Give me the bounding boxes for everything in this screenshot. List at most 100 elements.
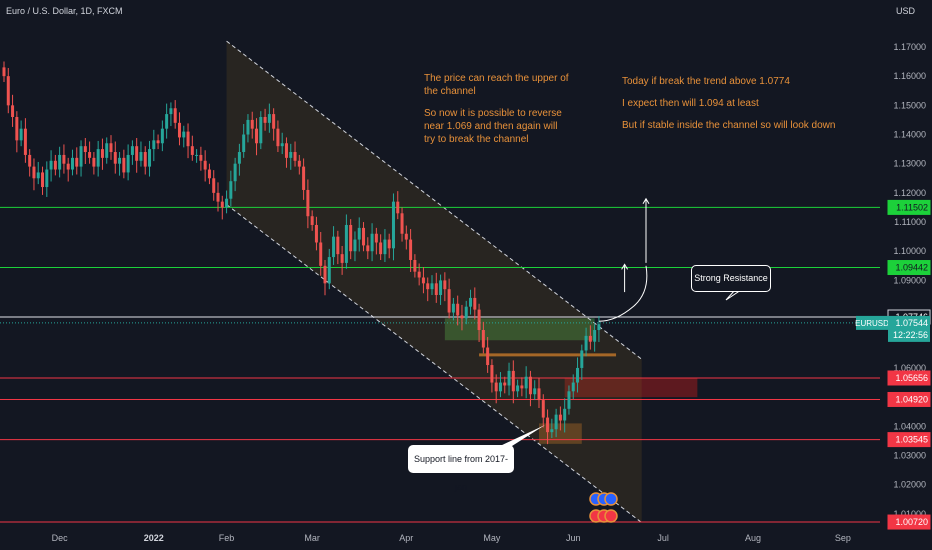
candle — [533, 388, 537, 395]
support-line-callout[interactable]: Support line from 2017-jan — [408, 445, 514, 492]
candle — [66, 163, 70, 170]
symbol-tag — [856, 315, 888, 330]
candle — [550, 429, 554, 433]
candle — [105, 143, 109, 158]
candle — [374, 233, 378, 243]
event-icon[interactable] — [604, 492, 618, 506]
candle — [11, 105, 15, 118]
candle — [524, 376, 528, 389]
candle — [152, 140, 156, 150]
candle — [83, 146, 87, 153]
candle — [160, 128, 164, 144]
candle — [32, 166, 36, 179]
candle — [237, 152, 241, 164]
note-line: I expect then will 1.094 at least — [622, 98, 759, 109]
candle — [362, 227, 366, 246]
candle — [267, 114, 271, 123]
candle — [2, 67, 6, 77]
note-line: the channel — [424, 86, 476, 97]
candle — [143, 152, 147, 167]
candle — [332, 236, 336, 258]
candle — [302, 166, 306, 190]
candle — [336, 236, 340, 255]
current-price-tag — [888, 315, 930, 342]
candle — [473, 297, 477, 310]
event-icon[interactable] — [604, 509, 618, 523]
note-spacer — [622, 110, 835, 119]
candle — [229, 181, 233, 199]
candle — [571, 382, 575, 392]
currency-label: USD — [896, 6, 916, 16]
x-tick-label: Jun — [566, 533, 581, 543]
candle — [139, 152, 143, 161]
candle — [558, 414, 562, 421]
projection-arrow-head — [621, 263, 629, 270]
note-spacer — [424, 98, 569, 107]
projection-layer — [500, 197, 743, 446]
y-tick-label: 1.15000 — [893, 100, 926, 110]
candle — [464, 306, 468, 319]
candle — [451, 303, 455, 313]
price-tag-label: 1.04920 — [895, 394, 928, 404]
candle — [563, 408, 567, 421]
candle — [203, 160, 207, 170]
price-tag-label: 1.11502 — [896, 202, 928, 212]
y-tick-label: 1.14000 — [893, 130, 926, 140]
price-tag — [887, 370, 931, 386]
note-spacer — [622, 88, 835, 97]
candle — [255, 128, 259, 144]
candle — [593, 330, 597, 342]
countdown-label: 12:22:56 — [893, 330, 928, 340]
price-tag — [887, 391, 931, 407]
candle — [366, 245, 370, 252]
candle — [156, 140, 160, 144]
y-tick-label: 1.16000 — [893, 71, 926, 81]
candle — [349, 224, 353, 252]
price-tag — [887, 514, 931, 530]
candle — [580, 350, 584, 368]
candle — [284, 143, 288, 158]
y-tick-label: 1.02000 — [893, 480, 926, 490]
candle — [297, 160, 301, 167]
candle — [165, 114, 169, 129]
x-tick-label: Sep — [835, 533, 851, 543]
y-tick-label: 1.09000 — [893, 275, 926, 285]
candle — [36, 172, 40, 179]
candle — [186, 131, 190, 147]
candle — [456, 303, 460, 316]
candle — [100, 149, 104, 158]
strong-resistance-callout[interactable]: Strong Resistance — [691, 265, 771, 292]
candle — [199, 154, 203, 161]
candle — [79, 146, 83, 167]
candle — [447, 289, 451, 313]
candle — [498, 382, 502, 392]
candle — [216, 192, 220, 202]
zone-red — [564, 378, 698, 398]
candle — [272, 114, 276, 129]
note-line: The price can reach the upper of — [424, 73, 569, 84]
candle — [96, 149, 100, 167]
y-tick-label: 1.10000 — [893, 246, 926, 256]
candle — [75, 157, 79, 167]
note-line: But if stable inside the channel so will… — [622, 120, 836, 131]
candle — [597, 324, 601, 331]
candle — [460, 315, 464, 319]
candle — [396, 201, 400, 214]
candle — [528, 376, 532, 395]
x-tick-label: Apr — [399, 533, 413, 543]
event-icons[interactable] — [589, 492, 618, 523]
candle — [113, 152, 117, 164]
candle — [537, 388, 541, 401]
note-line: near 1.069 and then again will — [424, 121, 558, 132]
candle — [417, 271, 421, 278]
candle — [58, 154, 62, 170]
candle — [413, 259, 417, 272]
candle — [19, 128, 23, 141]
candle — [280, 143, 284, 147]
note-left: The price can reach the upper of the cha… — [424, 72, 569, 146]
projection-arrow-head — [642, 197, 650, 204]
candle — [439, 280, 443, 296]
candle — [169, 108, 173, 115]
candle — [383, 239, 387, 255]
candle — [28, 154, 32, 167]
